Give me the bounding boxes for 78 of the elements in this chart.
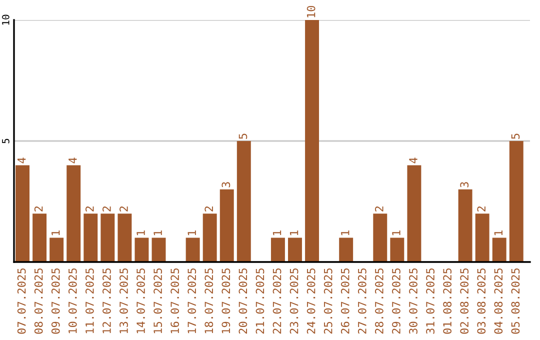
bar <box>339 238 354 262</box>
data-label: 1 <box>272 230 282 236</box>
data-label: 4 <box>18 158 26 164</box>
data-label: 1 <box>154 230 162 236</box>
x-tick-label: 07.07.2025 <box>17 268 26 334</box>
bar <box>270 238 285 262</box>
x-tick-label: 11.07.2025 <box>85 268 94 334</box>
bar <box>509 141 524 262</box>
x-tick-label: 22.07.2025 <box>272 268 282 334</box>
bar <box>118 214 132 262</box>
x-tick-label: 24.07.2025 <box>306 268 316 334</box>
bar <box>32 214 47 262</box>
x-tick-label: 03.08.2025 <box>477 268 486 334</box>
data-label: 2 <box>34 206 43 212</box>
data-label: 4 <box>68 158 77 164</box>
data-label: 1 <box>136 230 145 236</box>
x-tick-label: 29.07.2025 <box>392 268 400 334</box>
bar <box>305 20 319 262</box>
x-tick-label: 26.07.2025 <box>340 268 350 334</box>
data-label: 2 <box>102 206 111 212</box>
x-tick-label: 18.07.2025 <box>204 268 214 334</box>
bar <box>373 214 388 262</box>
data-label: 2 <box>85 206 94 212</box>
x-tick-label: 30.07.2025 <box>409 268 418 334</box>
data-label: 3 <box>460 182 469 188</box>
data-label: 4 <box>409 158 418 164</box>
x-tick-label: 15.07.2025 <box>154 268 162 334</box>
x-tick-label: 31.07.2025 <box>426 268 434 334</box>
x-tick-label: 20.07.2025 <box>238 268 248 334</box>
bar <box>134 238 149 262</box>
x-tick-label: 25.07.2025 <box>324 268 332 334</box>
x-tick-label: 23.07.2025 <box>290 268 298 334</box>
x-tick-label: 13.07.2025 <box>120 268 128 334</box>
x-tick-label: 01.08.2025 <box>443 268 452 334</box>
data-label: 3 <box>222 182 230 188</box>
bar <box>50 238 64 262</box>
bar <box>407 165 422 262</box>
x-tick-label: 27.07.2025 <box>358 268 366 334</box>
data-label: 1 <box>494 230 502 236</box>
x-tick-label: 02.08.2025 <box>460 268 469 334</box>
x-tick-label: 28.07.2025 <box>374 268 384 334</box>
x-tick-label: 04.08.2025 <box>494 268 503 334</box>
x-tick-label: 10.07.2025 <box>68 268 77 334</box>
x-tick-label: 21.07.2025 <box>256 268 264 334</box>
data-label: 2 <box>204 206 213 212</box>
data-label: 1 <box>290 230 298 236</box>
data-label: 2 <box>477 206 486 212</box>
x-tick-label: 05.08.2025 <box>511 268 520 334</box>
data-label: 10 <box>306 6 316 18</box>
data-label: 5 <box>238 134 248 139</box>
bar <box>220 189 234 262</box>
x-tick-label: 08.07.2025 <box>34 268 43 334</box>
data-label: 1 <box>188 230 196 236</box>
bar <box>458 189 472 262</box>
bar <box>288 238 302 262</box>
data-label: 2 <box>120 206 128 212</box>
bar <box>236 141 251 262</box>
x-tick-label: 16.07.2025 <box>170 268 180 334</box>
data-label: 1 <box>52 230 60 236</box>
bar <box>66 165 81 262</box>
bar <box>16 165 30 262</box>
data-label: 2 <box>374 206 384 212</box>
x-tick-label: 17.07.2025 <box>188 268 196 334</box>
bar <box>475 214 490 262</box>
data-label: 1 <box>392 230 400 236</box>
bar <box>186 238 200 262</box>
x-tick-label: 19.07.2025 <box>222 268 230 334</box>
x-tick-label: 14.07.2025 <box>136 268 145 334</box>
bar <box>152 238 166 262</box>
x-tick-label: 09.07.2025 <box>51 268 60 334</box>
x-tick-label: 12.07.2025 <box>102 268 111 334</box>
data-label: 1 <box>341 230 350 236</box>
bar <box>84 214 98 262</box>
bar <box>202 214 217 262</box>
data-label: 5 <box>511 134 520 139</box>
bar <box>492 238 506 262</box>
bar <box>100 214 115 262</box>
bar <box>390 238 404 262</box>
